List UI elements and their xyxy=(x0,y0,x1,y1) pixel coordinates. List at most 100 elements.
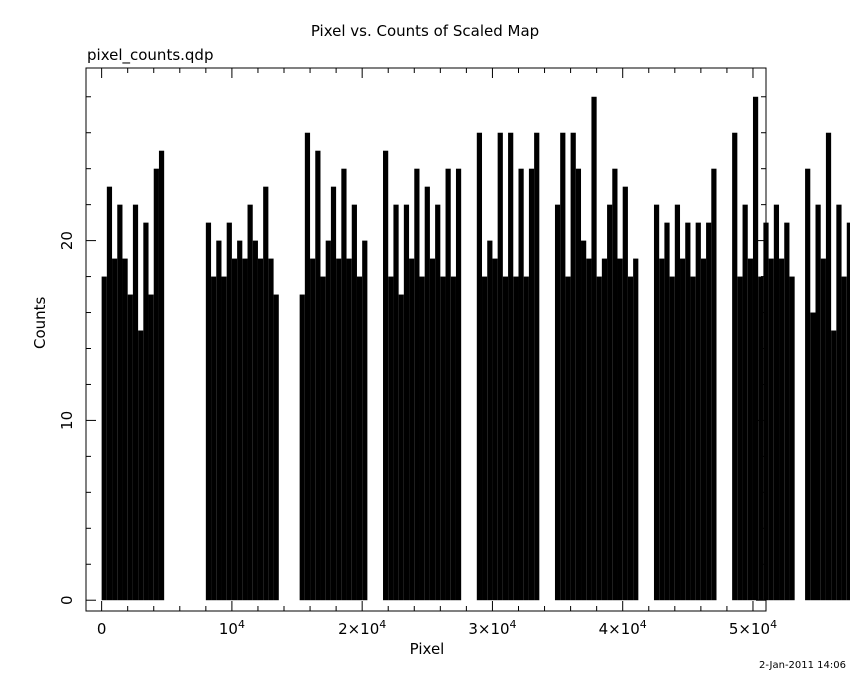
data-bar xyxy=(784,222,790,601)
x-tick-label: 104 xyxy=(219,618,245,638)
data-bar xyxy=(263,186,269,601)
data-bar xyxy=(127,294,133,601)
data-bar xyxy=(356,276,363,601)
data-bar xyxy=(695,222,701,601)
data-bar xyxy=(831,330,837,601)
data-bar xyxy=(419,276,425,601)
data-bar xyxy=(581,240,587,601)
data-bar xyxy=(805,168,811,601)
data-bar xyxy=(252,240,258,601)
data-bar xyxy=(403,204,410,601)
y-tick-label: 20 xyxy=(58,231,76,250)
data-bar xyxy=(336,258,342,601)
ticks-group xyxy=(86,68,766,611)
data-bar xyxy=(841,276,847,601)
data-bar xyxy=(575,168,582,601)
data-bar xyxy=(523,276,529,601)
data-bar xyxy=(435,204,441,601)
data-bar xyxy=(836,204,842,601)
data-bar xyxy=(299,294,305,601)
data-bar xyxy=(742,204,748,601)
x-tick-label: 5×104 xyxy=(729,618,777,638)
data-bar xyxy=(497,132,503,601)
data-bar xyxy=(789,276,795,601)
data-bar xyxy=(211,276,217,601)
data-bar xyxy=(310,258,316,601)
data-bar xyxy=(700,258,707,601)
data-bar xyxy=(779,258,785,601)
data-bar xyxy=(773,204,780,601)
data-bar xyxy=(617,258,623,601)
data-bar xyxy=(143,222,149,601)
data-bar xyxy=(711,168,717,601)
data-bar xyxy=(513,276,519,601)
data-bar xyxy=(659,258,665,601)
data-bar xyxy=(315,150,321,601)
data-bar xyxy=(158,150,165,601)
data-bar xyxy=(242,258,248,601)
data-bar xyxy=(565,276,571,601)
data-bar xyxy=(325,240,331,601)
data-bar xyxy=(622,186,628,601)
data-bar xyxy=(732,132,738,601)
data-bar xyxy=(383,150,389,601)
data-bar xyxy=(674,204,681,601)
data-bar xyxy=(226,222,232,601)
data-bar xyxy=(362,240,368,601)
data-bar xyxy=(445,168,451,601)
data-bar xyxy=(424,186,430,601)
data-bar xyxy=(680,258,686,601)
data-bar xyxy=(221,276,227,601)
data-bar xyxy=(346,258,352,601)
x-axis-label: Pixel xyxy=(409,640,445,658)
data-bar xyxy=(112,258,118,601)
data-bar xyxy=(653,204,660,601)
data-bar xyxy=(534,132,540,601)
data-bar xyxy=(502,276,509,601)
timestamp: 2-Jan-2011 14:06 xyxy=(759,660,846,671)
data-bar xyxy=(685,222,691,601)
data-bar xyxy=(393,204,399,601)
y-tick-labels: 0 10 20 xyxy=(58,231,76,605)
chart-title: Pixel vs. Counts of Scaled Map xyxy=(310,22,540,40)
data-bar xyxy=(153,168,159,601)
data-bar xyxy=(528,168,535,601)
data-bar xyxy=(132,204,139,601)
data-bar xyxy=(117,204,123,601)
data-bar xyxy=(237,240,243,601)
data-bar xyxy=(429,258,436,601)
data-bar xyxy=(482,276,488,601)
data-bar xyxy=(768,258,774,601)
data-bar xyxy=(455,168,462,601)
bars-group xyxy=(101,96,850,601)
data-bar xyxy=(747,258,753,601)
x-tick-label: 3×104 xyxy=(468,618,516,638)
data-bar xyxy=(487,240,493,601)
data-bar xyxy=(570,132,576,601)
data-bar xyxy=(476,132,483,601)
data-bar xyxy=(320,276,326,601)
data-bar xyxy=(596,276,602,601)
data-bar xyxy=(398,294,404,601)
data-bar xyxy=(591,96,597,601)
data-bar xyxy=(601,258,608,601)
data-bar xyxy=(273,294,279,601)
data-bar xyxy=(341,168,347,601)
data-bar xyxy=(627,276,634,601)
data-bar xyxy=(388,276,394,601)
data-bar xyxy=(409,258,415,601)
data-bar xyxy=(231,258,238,601)
data-bar xyxy=(664,222,670,601)
y-axis-label: Counts xyxy=(31,296,49,349)
data-bar xyxy=(554,204,561,601)
data-bar xyxy=(304,132,311,601)
data-bar xyxy=(752,96,759,601)
data-bar xyxy=(758,276,764,601)
chart-subtitle: pixel_counts.qdp xyxy=(87,46,214,64)
data-bar xyxy=(690,276,696,601)
data-bar xyxy=(607,204,613,601)
data-bar xyxy=(414,168,420,601)
data-bar xyxy=(247,204,253,601)
data-bar xyxy=(101,276,107,601)
data-bar xyxy=(518,168,524,601)
